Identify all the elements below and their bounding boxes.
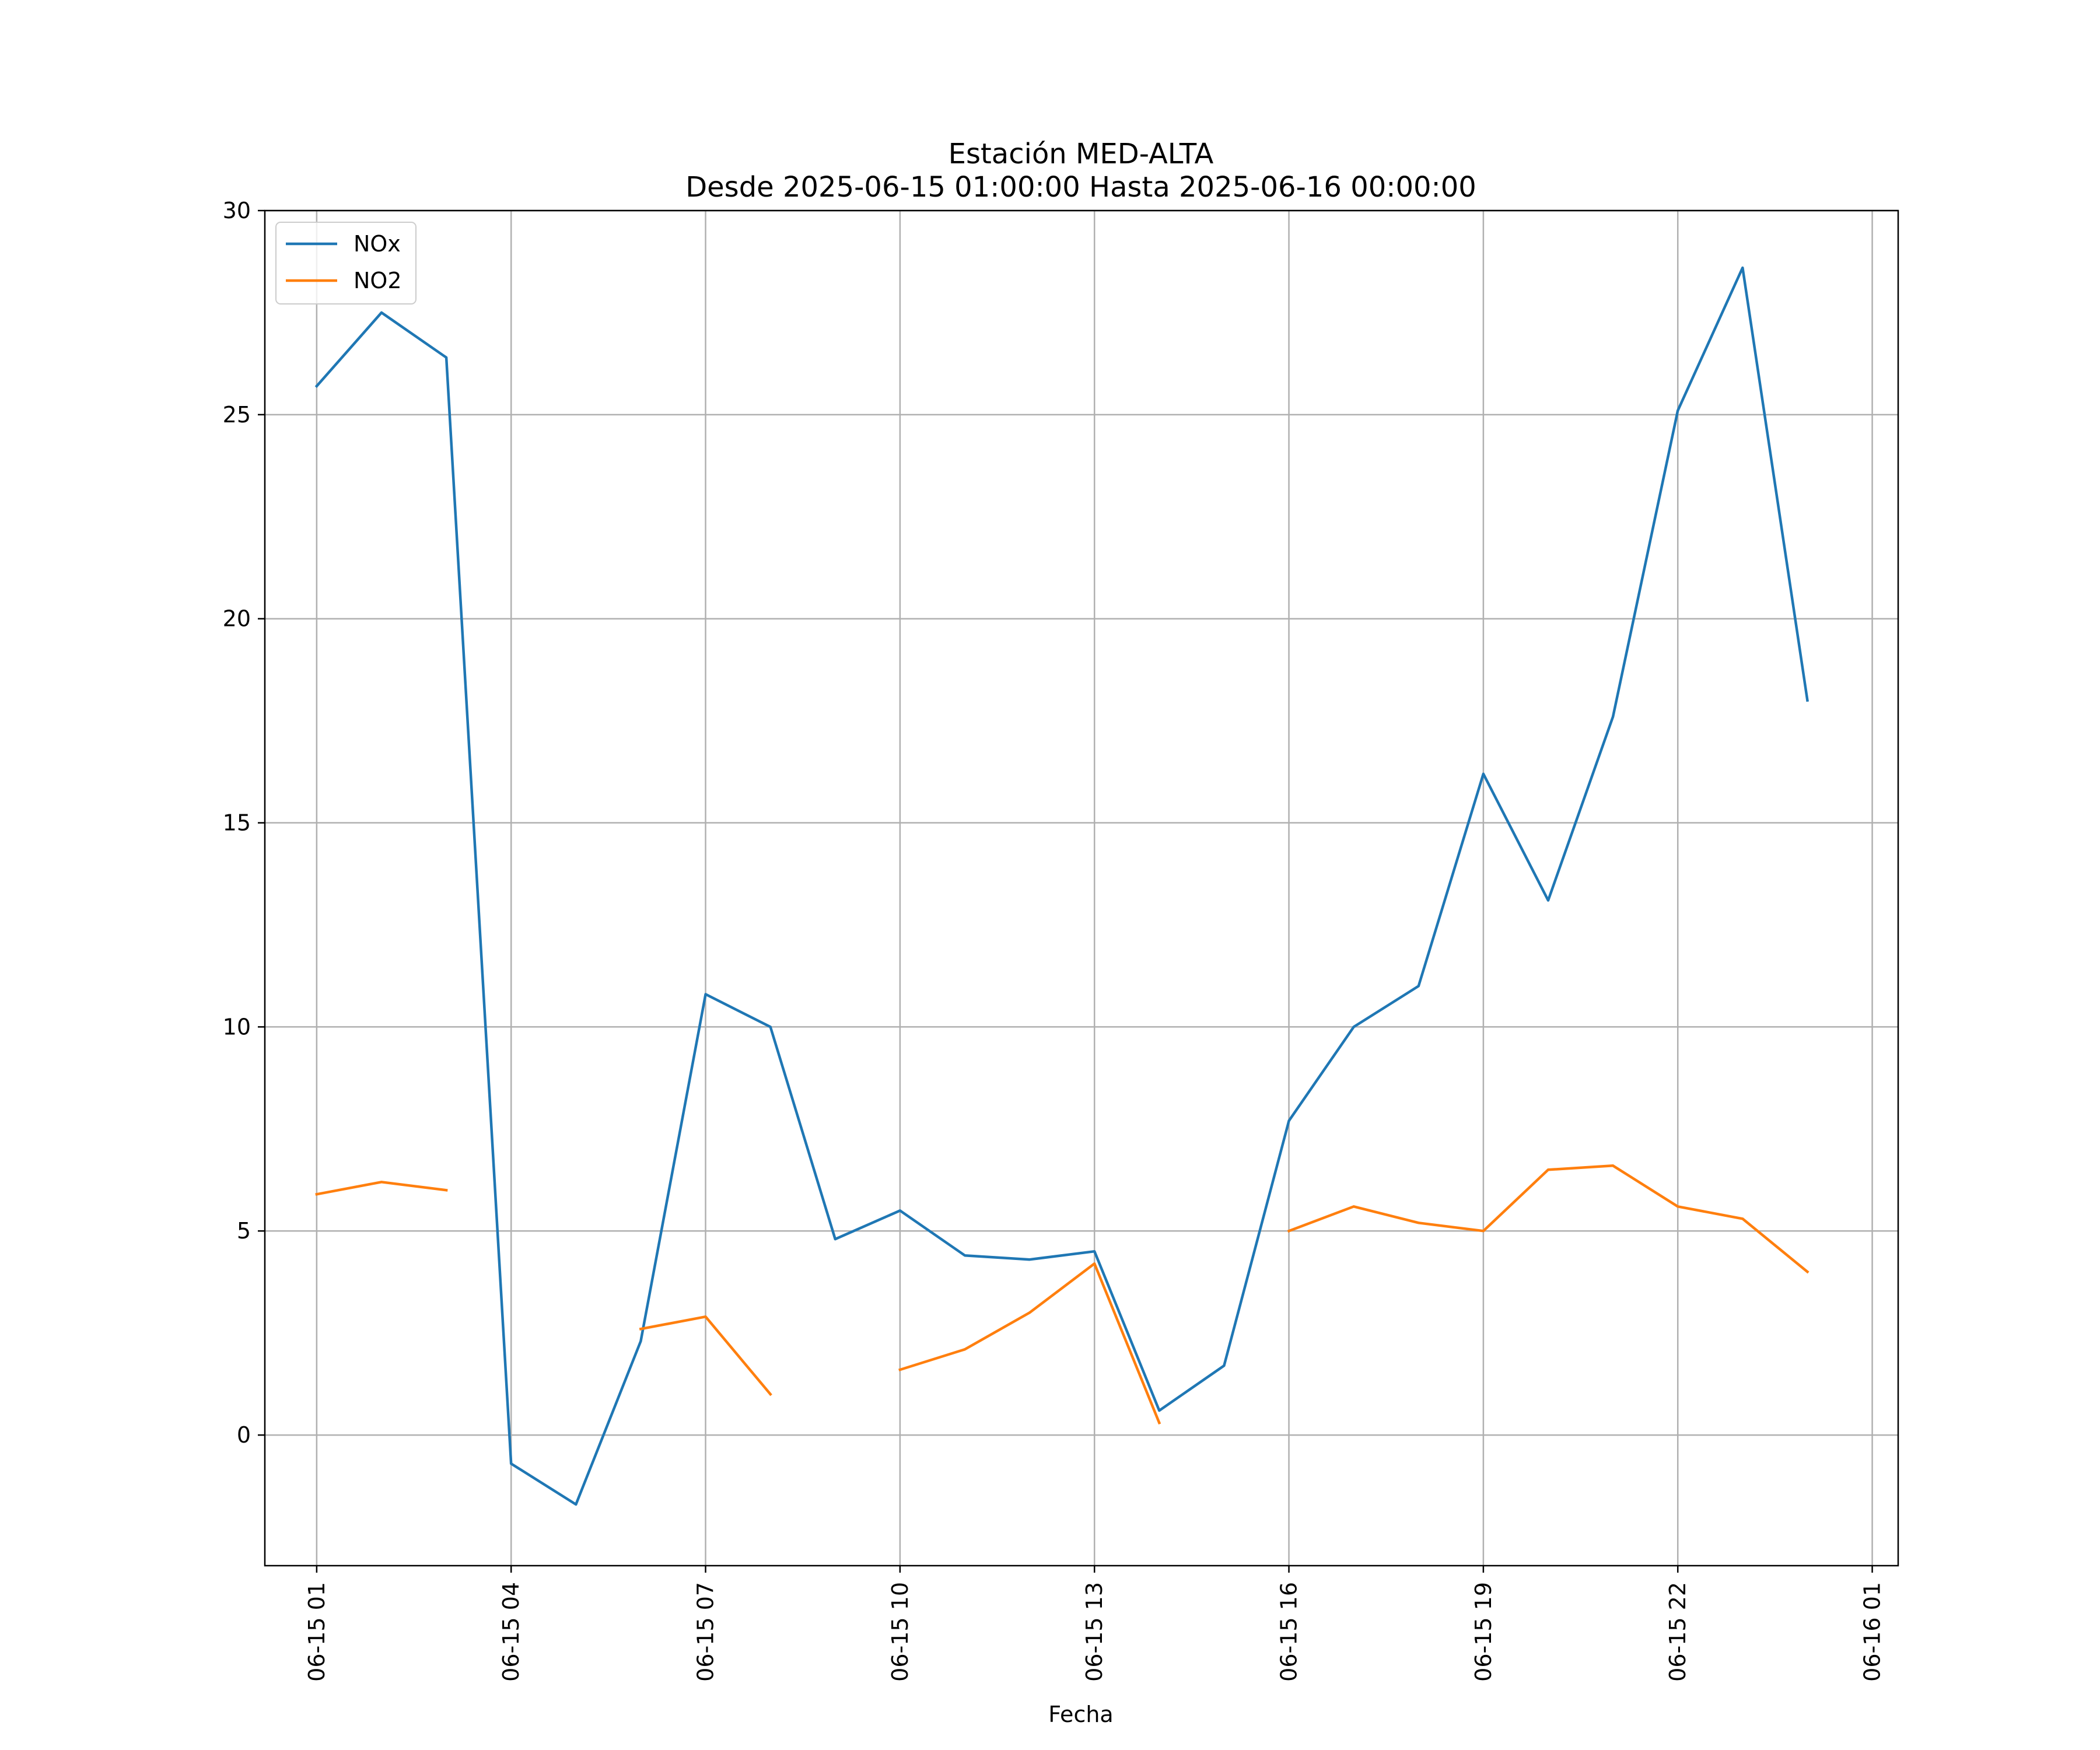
y-tick-label: 30 [223,198,251,223]
y-axis: 0 5 10 15 20 25 30 [223,198,265,1448]
x-tick-label: 06-15 01 [304,1582,330,1682]
x-tick-label: 06-15 07 [693,1582,719,1682]
y-tick-label: 10 [223,1014,251,1040]
grid [265,209,1898,1566]
legend: NOx NO2 [275,222,416,304]
plot-frame [264,209,1899,1567]
x-axis: 06-15 01 06-15 04 06-15 07 06-15 10 06-15 13… [304,1566,1885,1682]
x-tick-label: 06-15 16 [1276,1582,1302,1682]
y-tick-label: 25 [223,402,251,428]
y-tick-label: 0 [237,1422,251,1448]
series-line-nox [314,266,1809,1506]
chart-title-line1: Estación MED-ALTA [949,138,1214,170]
x-tick-label: 06-15 13 [1082,1582,1107,1682]
x-tick-label: 06-15 22 [1665,1582,1690,1682]
legend-label-no2: NO2 [354,268,402,293]
y-tick-label: 15 [223,810,251,836]
chart-title-line2: Desde 2025-06-15 01:00:00 Hasta 2025-06-… [685,171,1476,204]
x-axis-label: Fecha [1048,1702,1113,1727]
x-tick-label: 06-15 19 [1471,1582,1496,1682]
series-line-no2 [315,1164,1810,1425]
x-tick-label: 06-16 01 [1860,1582,1885,1682]
y-tick-label: 5 [237,1218,251,1244]
series-lines [314,266,1810,1506]
y-tick-label: 20 [223,606,251,632]
legend-label-nox: NOx [354,231,401,257]
x-tick-label: 06-15 04 [498,1582,524,1682]
x-tick-label: 06-15 10 [887,1582,913,1682]
